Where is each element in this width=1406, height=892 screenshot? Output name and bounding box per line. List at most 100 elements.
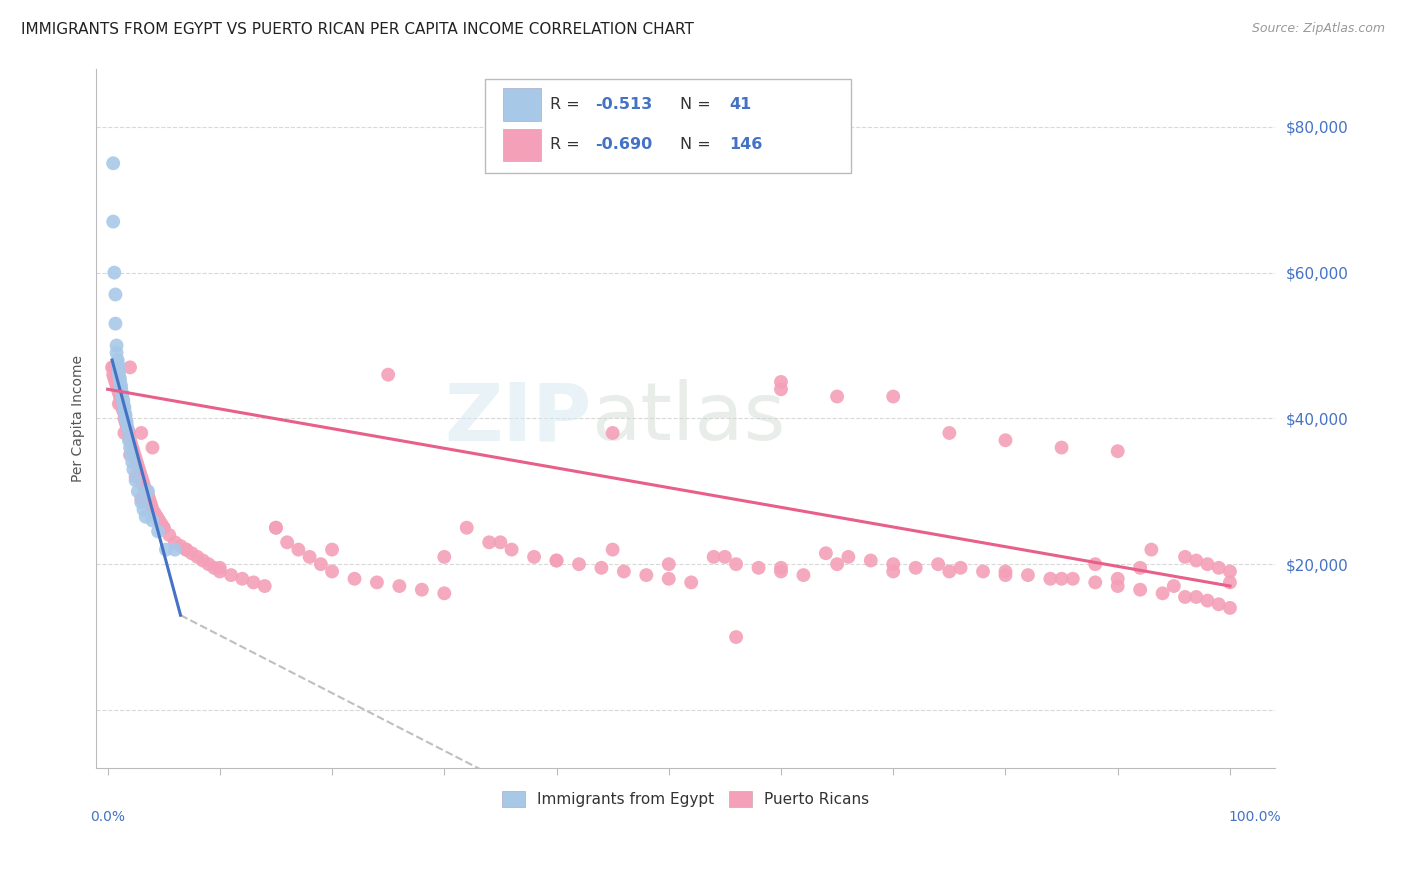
Text: R =: R =: [550, 97, 585, 112]
Point: [994, 565, 1017, 579]
Point: [107, 360, 129, 375]
Point: [107, 353, 129, 368]
Point: [122, 444, 145, 458]
Point: [949, 561, 972, 575]
Point: [769, 565, 792, 579]
Text: 0.0%: 0.0%: [90, 810, 125, 824]
Point: [219, 568, 242, 582]
Point: [1107, 579, 1129, 593]
Point: [129, 425, 152, 440]
Point: [276, 535, 298, 549]
Point: [146, 524, 169, 539]
Point: [703, 549, 725, 564]
Point: [117, 422, 139, 436]
Point: [264, 521, 287, 535]
Point: [105, 378, 128, 392]
Text: IMMIGRANTS FROM EGYPT VS PUERTO RICAN PER CAPITA INCOME CORRELATION CHART: IMMIGRANTS FROM EGYPT VS PUERTO RICAN PE…: [21, 22, 695, 37]
Point: [264, 521, 287, 535]
FancyBboxPatch shape: [503, 88, 541, 120]
Point: [135, 509, 157, 524]
Text: R =: R =: [550, 137, 585, 153]
Point: [107, 385, 129, 400]
Point: [135, 484, 157, 499]
Text: 146: 146: [730, 137, 762, 153]
Point: [994, 434, 1017, 448]
Point: [104, 287, 127, 301]
Point: [174, 542, 197, 557]
Point: [129, 491, 152, 506]
Text: N =: N =: [679, 137, 716, 153]
Point: [169, 539, 191, 553]
Point: [825, 390, 848, 404]
Point: [128, 462, 150, 476]
Point: [1185, 590, 1208, 604]
Point: [1197, 557, 1219, 571]
Point: [110, 382, 132, 396]
Point: [197, 557, 219, 571]
Y-axis label: Per Capita Income: Per Capita Income: [72, 355, 86, 482]
Point: [107, 397, 129, 411]
Point: [433, 586, 456, 600]
Point: [1208, 561, 1230, 575]
Text: -0.690: -0.690: [595, 137, 652, 153]
Point: [191, 553, 214, 567]
Point: [1152, 586, 1174, 600]
Point: [111, 390, 134, 404]
Point: [122, 462, 145, 476]
Point: [814, 546, 837, 560]
Point: [388, 579, 411, 593]
Point: [882, 565, 904, 579]
Point: [124, 469, 146, 483]
Point: [131, 474, 153, 488]
Point: [114, 415, 136, 429]
Point: [287, 542, 309, 557]
Point: [101, 360, 124, 375]
Point: [769, 561, 792, 575]
Point: [1163, 579, 1185, 593]
Point: [1140, 542, 1163, 557]
Text: ZIP: ZIP: [444, 379, 592, 458]
Point: [456, 521, 478, 535]
Point: [152, 521, 174, 535]
Point: [110, 378, 132, 392]
Point: [769, 382, 792, 396]
Point: [146, 509, 169, 524]
Point: [174, 542, 197, 557]
Point: [1219, 575, 1241, 590]
Point: [129, 495, 152, 509]
Point: [111, 401, 134, 415]
Point: [546, 553, 568, 567]
Point: [180, 546, 202, 560]
Point: [112, 411, 135, 425]
Point: [769, 375, 792, 389]
Point: [253, 579, 276, 593]
Point: [792, 568, 814, 582]
Point: [882, 557, 904, 571]
Text: 41: 41: [730, 97, 751, 112]
Point: [118, 441, 141, 455]
Point: [1129, 561, 1152, 575]
Point: [163, 542, 186, 557]
Point: [118, 448, 141, 462]
Point: [118, 434, 141, 448]
Point: [343, 572, 366, 586]
Point: [112, 393, 135, 408]
Point: [118, 434, 141, 448]
Point: [150, 517, 173, 532]
Point: [108, 371, 131, 385]
Point: [108, 375, 131, 389]
Point: [127, 458, 149, 473]
Point: [938, 565, 960, 579]
Point: [117, 422, 139, 436]
Point: [1050, 572, 1073, 586]
Point: [120, 437, 142, 451]
Point: [108, 390, 131, 404]
Point: [602, 425, 624, 440]
Point: [112, 404, 135, 418]
Point: [1107, 572, 1129, 586]
Point: [1174, 590, 1197, 604]
Point: [602, 542, 624, 557]
Point: [309, 557, 332, 571]
FancyBboxPatch shape: [503, 128, 541, 161]
Point: [118, 425, 141, 440]
